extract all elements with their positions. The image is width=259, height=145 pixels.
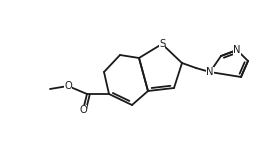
Text: O: O bbox=[64, 81, 72, 91]
Text: N: N bbox=[233, 45, 241, 55]
Text: O: O bbox=[79, 105, 87, 115]
Text: S: S bbox=[159, 39, 165, 49]
Text: N: N bbox=[206, 67, 214, 77]
